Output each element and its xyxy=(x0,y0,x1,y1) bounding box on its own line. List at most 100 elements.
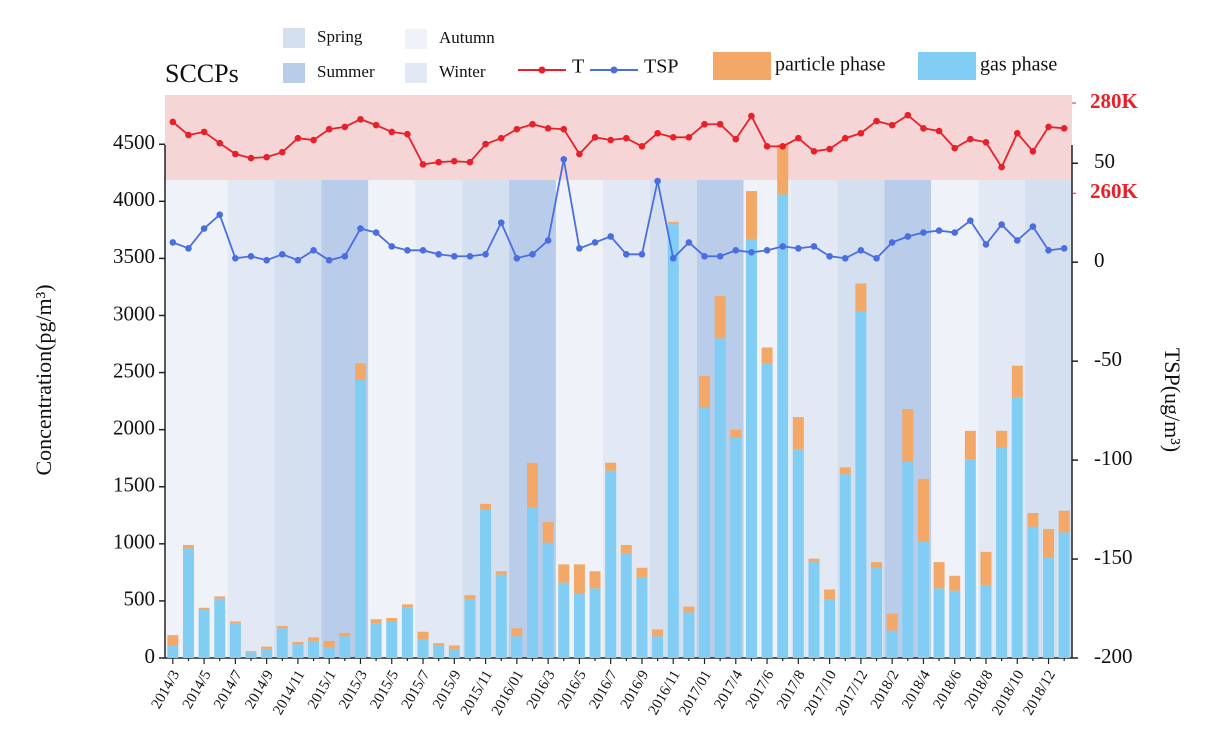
bar-segment xyxy=(370,623,382,658)
line-point xyxy=(357,225,364,232)
bar-segment xyxy=(792,417,804,450)
bar-segment xyxy=(229,621,241,624)
bar-segment xyxy=(933,562,945,589)
line-point xyxy=(185,245,192,252)
legend-label: TSP xyxy=(644,56,678,78)
bar-segment xyxy=(386,618,398,622)
bar-segment xyxy=(808,562,820,658)
bar-segment xyxy=(620,544,632,553)
bar-segment xyxy=(558,582,570,658)
bar-segment xyxy=(276,626,288,629)
legend-dot xyxy=(538,66,546,74)
line-point xyxy=(325,256,333,264)
line-point xyxy=(810,243,818,250)
line-point xyxy=(278,250,286,258)
bar-segment xyxy=(1058,532,1070,658)
line-point xyxy=(638,250,646,258)
bar-segment xyxy=(980,584,992,658)
line-point xyxy=(560,125,568,133)
bar-segment xyxy=(636,567,648,577)
bar-segment xyxy=(198,607,210,611)
x-tick-label: 2017/4 xyxy=(712,667,747,712)
bar-segment xyxy=(1011,397,1023,658)
bar-segment xyxy=(480,503,492,510)
line-point xyxy=(388,128,396,136)
bar-segment xyxy=(683,606,695,613)
line-point xyxy=(795,134,802,142)
bar-segment xyxy=(1027,513,1039,527)
line-point xyxy=(216,211,224,219)
bar-segment xyxy=(777,144,789,195)
bar-segment xyxy=(1058,510,1070,533)
line-point xyxy=(372,229,380,236)
bar-segment xyxy=(511,628,523,637)
bar-segment xyxy=(433,645,445,658)
bar-segment xyxy=(323,647,335,658)
bar-segment xyxy=(996,430,1008,448)
line-point xyxy=(685,239,693,246)
line-point xyxy=(529,250,536,258)
line-point xyxy=(325,125,333,133)
bar-segment xyxy=(214,596,226,599)
bar-segment xyxy=(605,462,617,471)
y3-tick-label: 260K xyxy=(1090,179,1139,203)
legend-swatch xyxy=(713,52,771,80)
bar-segment xyxy=(370,619,382,624)
line-point xyxy=(216,139,224,147)
season-legend-label: Autumn xyxy=(439,28,495,47)
bar-segment xyxy=(824,599,836,658)
chart-title: SCCPs xyxy=(165,59,239,88)
line-point xyxy=(1060,245,1068,252)
line-point xyxy=(967,217,974,224)
line-point xyxy=(263,256,270,264)
line-point xyxy=(404,247,411,254)
bar-segment xyxy=(292,642,304,645)
line-point xyxy=(935,227,943,234)
bar-segment xyxy=(730,437,742,658)
line-point xyxy=(982,241,990,248)
line-point xyxy=(513,254,521,262)
line-point xyxy=(419,161,427,168)
line-point xyxy=(200,225,208,232)
line-point xyxy=(998,221,1005,228)
bar-segment xyxy=(245,651,257,653)
bar-segment xyxy=(933,588,945,658)
x-tick-label: 2017/6 xyxy=(743,667,778,712)
x-tick-label: 2015/7 xyxy=(399,667,434,712)
bar-segment xyxy=(417,639,429,658)
season-band xyxy=(165,180,228,658)
line-point xyxy=(654,129,661,137)
x-tick-label: 2016/5 xyxy=(555,668,590,712)
bar-segment xyxy=(777,194,789,658)
line-point xyxy=(232,150,239,158)
y2-tick-label: -200 xyxy=(1094,644,1133,668)
line-point xyxy=(904,233,912,240)
line-point xyxy=(607,136,614,144)
season-legend-label: Summer xyxy=(317,62,375,81)
line-point xyxy=(513,125,521,133)
line-point xyxy=(482,250,489,258)
season-legend-label: Spring xyxy=(317,27,363,46)
bar-segment xyxy=(652,629,664,637)
season-legend-swatch xyxy=(405,63,427,83)
x-tick-label: 2015/5 xyxy=(367,668,402,712)
bar-segment xyxy=(401,604,413,608)
line-point xyxy=(779,243,786,250)
line-point xyxy=(701,252,708,260)
y-tick-label: 4500 xyxy=(113,130,155,154)
line-point xyxy=(185,131,192,139)
line-point xyxy=(873,117,880,125)
bar-segment xyxy=(871,567,883,658)
bar-segment xyxy=(636,576,648,658)
line-point xyxy=(576,150,583,158)
bar-segment xyxy=(542,542,554,658)
line-point xyxy=(763,247,771,254)
bar-segment xyxy=(589,571,601,589)
line-point xyxy=(1029,148,1037,155)
bar-segment xyxy=(464,599,476,658)
line-point xyxy=(497,219,505,226)
line-point xyxy=(1013,237,1021,244)
line-point xyxy=(451,157,458,165)
legend-dot xyxy=(610,66,618,74)
bar-segment xyxy=(495,571,507,575)
